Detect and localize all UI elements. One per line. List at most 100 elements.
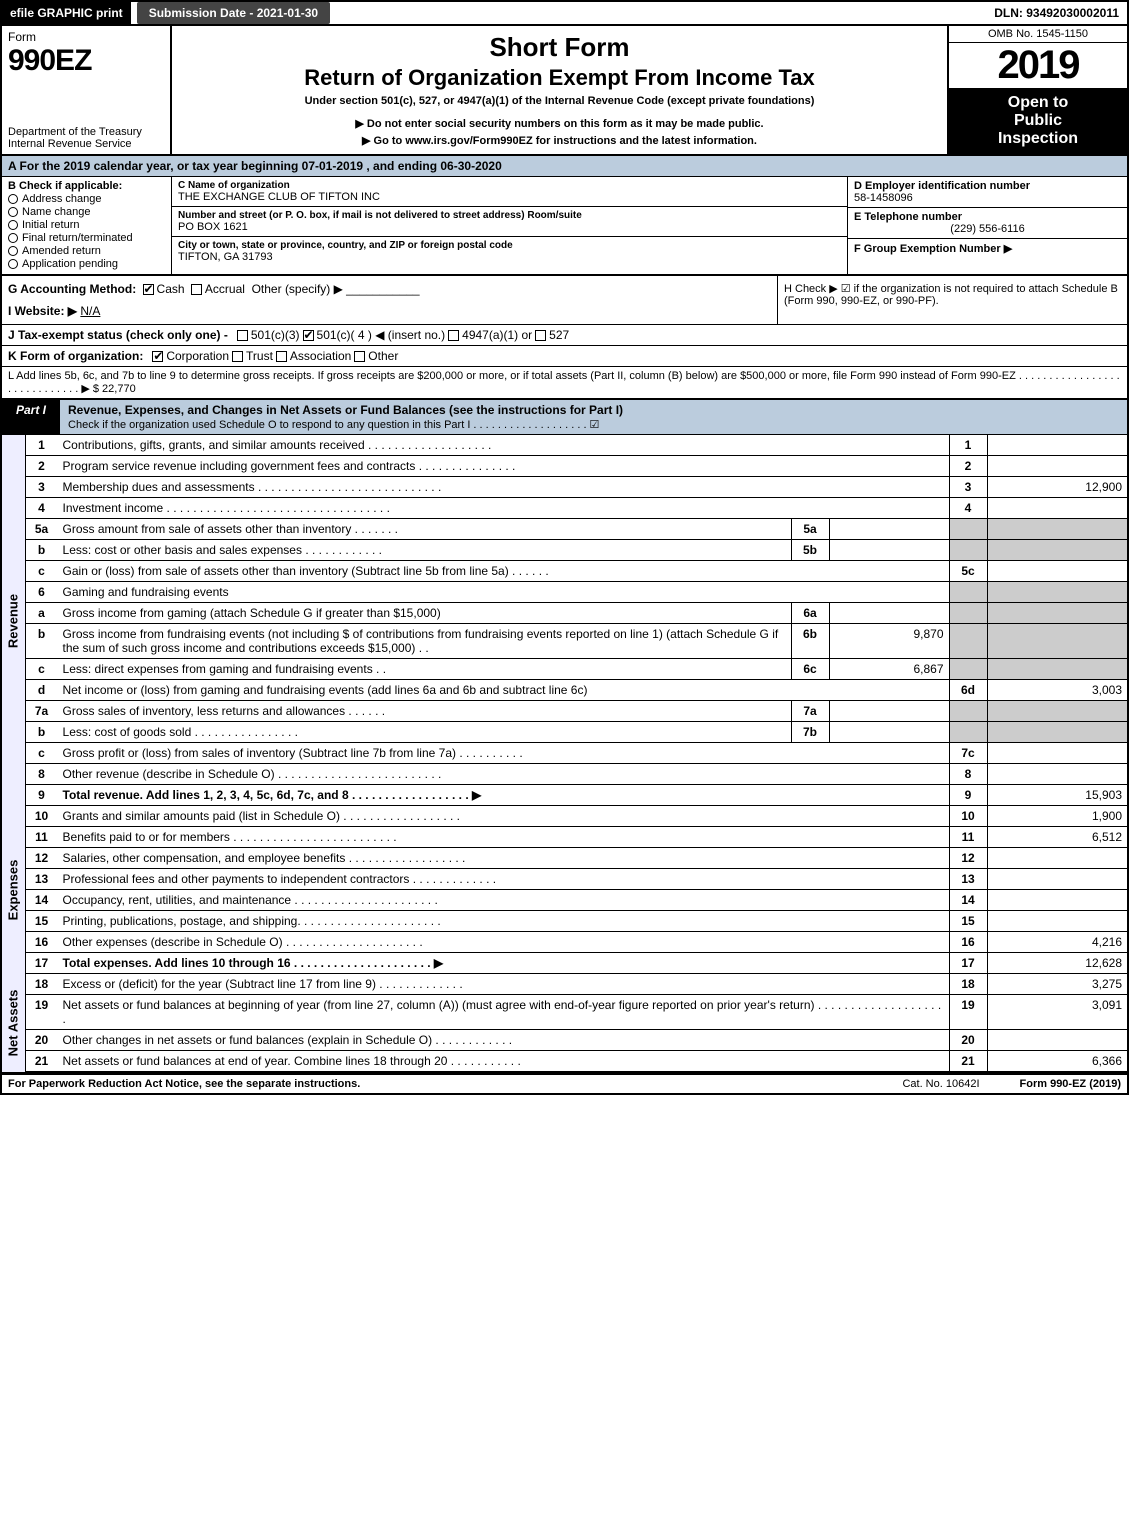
- tax-year: 2019: [949, 43, 1127, 88]
- header-left: Form 990EZ Department of the Treasury In…: [2, 26, 172, 154]
- expenses-side-label: Expenses: [2, 806, 26, 974]
- omb-number: OMB No. 1545-1150: [949, 26, 1127, 43]
- line-row: 10Grants and similar amounts paid (list …: [26, 806, 1127, 827]
- street-address: PO BOX 1621: [178, 221, 841, 233]
- submission-date: Submission Date - 2021-01-30: [137, 2, 330, 24]
- expenses-block: Expenses 10Grants and similar amounts pa…: [0, 806, 1129, 974]
- chk-other-org[interactable]: [354, 351, 365, 362]
- cat-number: Cat. No. 10642I: [902, 1078, 979, 1090]
- chk-501c3[interactable]: [237, 330, 248, 341]
- line-row: dNet income or (loss) from gaming and fu…: [26, 680, 1127, 701]
- group-exemption-label: F Group Exemption Number ▶: [854, 243, 1012, 255]
- chk-application-pending[interactable]: Application pending: [8, 258, 165, 270]
- row-k-form-org: K Form of organization: Corporation Trus…: [0, 346, 1129, 367]
- col-b-checkboxes: B Check if applicable: Address change Na…: [2, 177, 172, 274]
- line-row: 16Other expenses (describe in Schedule O…: [26, 932, 1127, 953]
- chk-527[interactable]: [535, 330, 546, 341]
- chk-trust[interactable]: [232, 351, 243, 362]
- goto-link[interactable]: ▶ Go to www.irs.gov/Form990EZ for instru…: [180, 134, 939, 147]
- form-label: Form: [8, 30, 164, 44]
- line-row: 6Gaming and fundraising events: [26, 582, 1127, 603]
- website-label: I Website: ▶: [8, 304, 77, 318]
- form-ref: Form 990-EZ (2019): [1020, 1078, 1121, 1090]
- line-row: bGross income from fundraising events (n…: [26, 624, 1127, 659]
- top-bar: efile GRAPHIC print Submission Date - 20…: [0, 0, 1129, 24]
- dept-treasury: Department of the Treasury: [8, 126, 164, 138]
- line-row: 15Printing, publications, postage, and s…: [26, 911, 1127, 932]
- phone-label: E Telephone number: [854, 211, 962, 223]
- paperwork-notice: For Paperwork Reduction Act Notice, see …: [8, 1078, 360, 1090]
- line-row: cLess: direct expenses from gaming and f…: [26, 659, 1127, 680]
- col-b-header: B Check if applicable:: [8, 180, 165, 192]
- line-row: 3Membership dues and assessments . . . .…: [26, 477, 1127, 498]
- chk-association[interactable]: [276, 351, 287, 362]
- revenue-block: Revenue 1Contributions, gifts, grants, a…: [0, 435, 1129, 806]
- chk-amended-return[interactable]: Amended return: [8, 245, 165, 257]
- line-row: 14Occupancy, rent, utilities, and mainte…: [26, 890, 1127, 911]
- phone-value: (229) 556-6116: [854, 223, 1121, 235]
- part-i-header: Part I Revenue, Expenses, and Changes in…: [0, 399, 1129, 435]
- chk-final-return[interactable]: Final return/terminated: [8, 232, 165, 244]
- row-g-accounting: G Accounting Method: Cash Accrual Other …: [2, 276, 777, 324]
- line-row: 1Contributions, gifts, grants, and simil…: [26, 435, 1127, 456]
- line-row: 8Other revenue (describe in Schedule O) …: [26, 764, 1127, 785]
- chk-name-change[interactable]: Name change: [8, 206, 165, 218]
- chk-cash[interactable]: [143, 284, 154, 295]
- line-row: cGross profit or (loss) from sales of in…: [26, 743, 1127, 764]
- row-h-schedule-b: H Check ▶ ☑ if the organization is not r…: [777, 276, 1127, 324]
- subtitle: Under section 501(c), 527, or 4947(a)(1)…: [180, 95, 939, 107]
- line-row: 5aGross amount from sale of assets other…: [26, 519, 1127, 540]
- part-i-title: Revenue, Expenses, and Changes in Net As…: [60, 400, 1127, 434]
- revenue-table: 1Contributions, gifts, grants, and simil…: [26, 435, 1127, 806]
- line-row: 20Other changes in net assets or fund ba…: [26, 1030, 1127, 1051]
- header-right: OMB No. 1545-1150 2019 Open to Public In…: [947, 26, 1127, 154]
- dept-irs: Internal Revenue Service: [8, 138, 164, 150]
- chk-corporation[interactable]: [152, 351, 163, 362]
- org-name-label: C Name of organization: [178, 180, 841, 191]
- ein-value: 58-1458096: [854, 192, 913, 204]
- form-code: 990EZ: [8, 44, 164, 78]
- revenue-side-label: Revenue: [2, 435, 26, 806]
- expenses-table: 10Grants and similar amounts paid (list …: [26, 806, 1127, 974]
- form-header: Form 990EZ Department of the Treasury In…: [0, 24, 1129, 156]
- city-label: City or town, state or province, country…: [178, 240, 841, 251]
- row-j-tax-exempt: J Tax-exempt status (check only one) - 5…: [0, 325, 1129, 346]
- chk-501c[interactable]: [303, 330, 314, 341]
- page-footer: For Paperwork Reduction Act Notice, see …: [0, 1074, 1129, 1095]
- line-row: 19Net assets or fund balances at beginni…: [26, 995, 1127, 1030]
- header-mid: Short Form Return of Organization Exempt…: [172, 26, 947, 154]
- net-assets-side-label: Net Assets: [2, 974, 26, 1072]
- street-label: Number and street (or P. O. box, if mail…: [178, 210, 841, 221]
- line-row: 9Total revenue. Add lines 1, 2, 3, 4, 5c…: [26, 785, 1127, 806]
- line-row: 13Professional fees and other payments t…: [26, 869, 1127, 890]
- chk-initial-return[interactable]: Initial return: [8, 219, 165, 231]
- city-state-zip: TIFTON, GA 31793: [178, 251, 841, 263]
- line-row: 12Salaries, other compensation, and empl…: [26, 848, 1127, 869]
- short-form-title: Short Form: [180, 32, 939, 63]
- dln: DLN: 93492030002011: [986, 2, 1127, 24]
- section-a-tax-year: A For the 2019 calendar year, or tax yea…: [0, 156, 1129, 177]
- chk-accrual[interactable]: [191, 284, 202, 295]
- main-title: Return of Organization Exempt From Incom…: [180, 65, 939, 91]
- chk-4947[interactable]: [448, 330, 459, 341]
- line-row: 21Net assets or fund balances at end of …: [26, 1051, 1127, 1072]
- line-row: 11Benefits paid to or for members . . . …: [26, 827, 1127, 848]
- line-row: aGross income from gaming (attach Schedu…: [26, 603, 1127, 624]
- line-row: 4Investment income . . . . . . . . . . .…: [26, 498, 1127, 519]
- info-grid: B Check if applicable: Address change Na…: [0, 177, 1129, 276]
- net-assets-table: 18Excess or (deficit) for the year (Subt…: [26, 974, 1127, 1072]
- row-l-gross-receipts: L Add lines 5b, 6c, and 7b to line 9 to …: [0, 367, 1129, 399]
- line-row: 18Excess or (deficit) for the year (Subt…: [26, 974, 1127, 995]
- net-assets-block: Net Assets 18Excess or (deficit) for the…: [0, 974, 1129, 1074]
- open-public-badge: Open to Public Inspection: [949, 88, 1127, 154]
- line-row: bLess: cost or other basis and sales exp…: [26, 540, 1127, 561]
- website-value: N/A: [80, 304, 100, 318]
- efile-print-btn[interactable]: efile GRAPHIC print: [2, 2, 131, 24]
- line-row: 2Program service revenue including gover…: [26, 456, 1127, 477]
- line-row: bLess: cost of goods sold . . . . . . . …: [26, 722, 1127, 743]
- col-de: D Employer identification number 58-1458…: [847, 177, 1127, 274]
- line-row: 7aGross sales of inventory, less returns…: [26, 701, 1127, 722]
- ssn-warning: ▶ Do not enter social security numbers o…: [180, 117, 939, 130]
- col-c-org-info: C Name of organization THE EXCHANGE CLUB…: [172, 177, 847, 274]
- chk-address-change[interactable]: Address change: [8, 193, 165, 205]
